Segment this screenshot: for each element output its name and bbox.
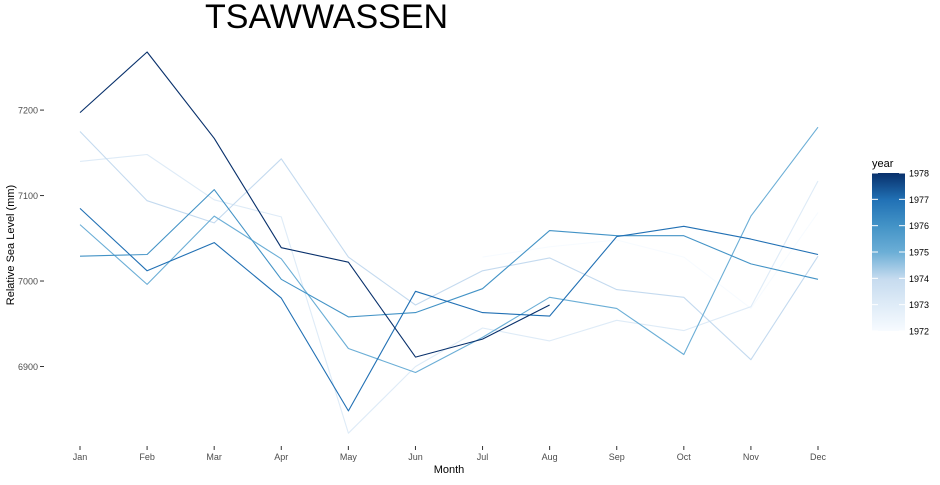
x-tick-label: Dec [810, 452, 827, 462]
legend-tick-label: 1973 [909, 300, 929, 310]
x-tick-label: Jun [408, 452, 423, 462]
y-axis-label: Relative Sea Level (mm) [5, 185, 17, 305]
legend-tick-label: 1972 [909, 327, 929, 337]
series-lines [79, 51, 819, 434]
legend-tick-label: 1978 [909, 169, 929, 179]
legend-ticks: 1978 1977 1976 1975 1974 1973 1972 [872, 169, 929, 337]
x-tick-label: Nov [743, 452, 760, 462]
x-tick-label: Aug [542, 452, 558, 462]
series-line-1972 [482, 212, 819, 309]
x-tick-label: Oct [677, 452, 692, 462]
series-line-1975 [79, 126, 819, 374]
x-axis: Jan Feb Mar Apr May Jun Jul Aug Sep Oct Nov Dec [73, 446, 827, 462]
x-tick-label: Jul [477, 452, 489, 462]
legend-tick-label: 1977 [909, 195, 929, 205]
legend-tick-label: 1976 [909, 221, 929, 231]
series-line-1974 [79, 131, 819, 361]
x-tick-label: May [340, 452, 358, 462]
y-tick-label: 7200 [18, 106, 38, 116]
y-tick-label: 6900 [18, 362, 38, 372]
x-axis-label: Month [434, 464, 465, 476]
y-axis: 6900 7000 7100 7200 [18, 106, 44, 372]
x-tick-label: Jan [73, 452, 88, 462]
x-tick-label: Mar [206, 452, 222, 462]
legend: year 1978 1977 1976 1975 1974 1973 1972 [872, 158, 929, 337]
series-line-1976 [79, 189, 819, 318]
legend-title: year [872, 158, 894, 170]
chart-title: TSAWWASSEN [205, 0, 449, 36]
legend-tick-label: 1974 [909, 274, 929, 284]
x-tick-label: Feb [139, 452, 155, 462]
x-tick-label: Sep [609, 452, 625, 462]
x-tick-label: Apr [274, 452, 288, 462]
y-tick-label: 7000 [18, 277, 38, 287]
series-line-1973 [79, 153, 819, 434]
legend-tick-label: 1975 [909, 248, 929, 258]
series-line-1978 [79, 51, 550, 358]
series-line-1977 [79, 207, 819, 412]
y-tick-label: 7100 [18, 191, 38, 201]
